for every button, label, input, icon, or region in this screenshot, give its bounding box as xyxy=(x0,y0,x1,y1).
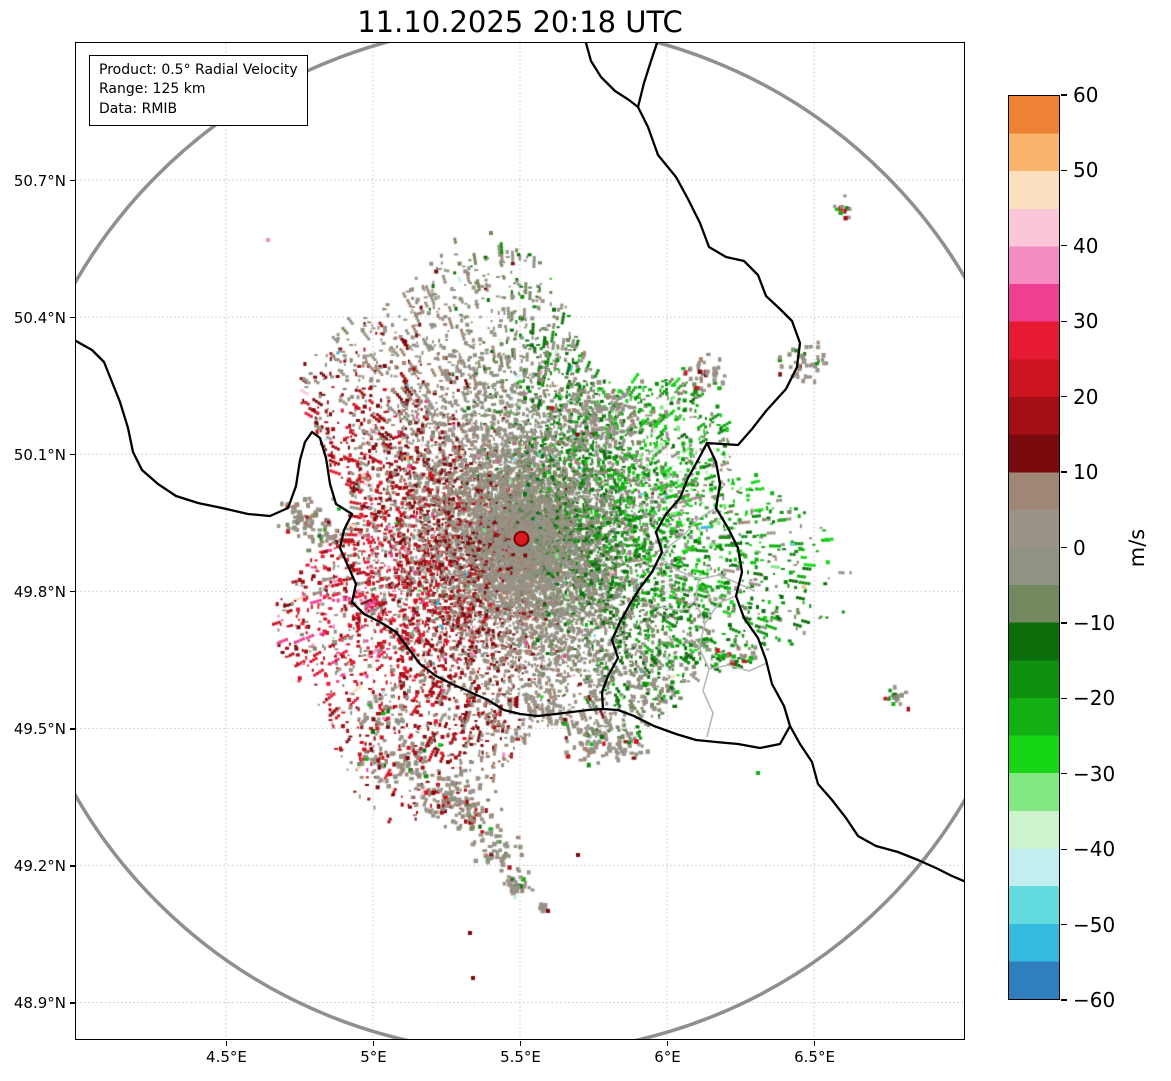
x-tick-mark xyxy=(813,1041,816,1046)
country-border xyxy=(601,441,792,750)
colorbar-tick-mark xyxy=(1061,999,1067,1001)
colorbar-tick-label: 60 xyxy=(1073,83,1099,107)
x-tick-mark xyxy=(225,1041,228,1046)
country-border xyxy=(584,43,640,109)
y-tick-label: 49.2°N xyxy=(13,856,66,875)
y-tick-mark xyxy=(70,179,75,182)
colorbar-tick-mark xyxy=(1061,697,1067,699)
region-border xyxy=(694,578,714,738)
colorbar-tick-label: 0 xyxy=(1073,535,1086,560)
colorbar-tick-label: 30 xyxy=(1073,309,1099,334)
y-tick-mark xyxy=(70,454,75,456)
colorbar-tick-label: −40 xyxy=(1073,837,1116,862)
x-tick-label: 5°E xyxy=(360,1048,387,1066)
colorbar-tick-label: 10 xyxy=(1073,460,1099,485)
country-border xyxy=(600,441,709,711)
x-tick-mark xyxy=(372,1041,375,1046)
x-tick-label: 6°E xyxy=(654,1048,681,1066)
region-border xyxy=(704,595,737,624)
y-tick-label: 49.5°N xyxy=(13,719,66,738)
colorbar-tick-label: 40 xyxy=(1073,233,1099,258)
country-border xyxy=(76,339,605,718)
colorbar-gradient xyxy=(1009,96,1059,999)
colorbar-tick-mark xyxy=(1061,320,1067,322)
x-tick-mark xyxy=(666,1041,669,1046)
x-tick-label: 4.5°E xyxy=(206,1048,247,1066)
y-tick-mark xyxy=(70,1002,75,1004)
colorbar-tick-label: −20 xyxy=(1073,686,1116,711)
colorbar-tick-label: −30 xyxy=(1073,761,1116,786)
range-line: Range: 125 km xyxy=(99,81,206,98)
region-border xyxy=(708,662,768,672)
y-tick-label: 48.9°N xyxy=(13,993,66,1012)
colorbar-tick-mark xyxy=(1061,546,1067,549)
data-source-line: Data: RMIB xyxy=(99,100,178,117)
colorbar xyxy=(1008,95,1060,1000)
region-border xyxy=(660,507,717,560)
map-borders-layer xyxy=(76,43,964,883)
y-tick-mark xyxy=(70,591,75,593)
colorbar-tick-mark xyxy=(1061,773,1067,775)
y-tick-mark xyxy=(70,728,75,730)
product-line: Product: 0.5° Radial Velocity xyxy=(99,62,298,78)
y-tick-label: 50.4°N xyxy=(13,308,66,327)
y-tick-mark xyxy=(70,317,75,319)
y-tick-label: 50.7°N xyxy=(13,171,66,190)
radar-site-marker xyxy=(513,530,530,547)
product-info-box: Product: 0.5° Radial Velocity Range: 125… xyxy=(89,55,308,126)
colorbar-tick-mark xyxy=(1061,923,1067,926)
colorbar-tick-label: −50 xyxy=(1073,912,1116,937)
map-plot: Product: 0.5° Radial Velocity Range: 125… xyxy=(75,42,965,1040)
x-tick-label: 6.5°E xyxy=(794,1048,835,1066)
country-border xyxy=(636,43,802,447)
y-tick-mark xyxy=(70,865,75,867)
colorbar-tick-mark xyxy=(1061,622,1067,624)
colorbar-tick-label: 20 xyxy=(1073,384,1099,409)
colorbar-tick-mark xyxy=(1061,396,1067,398)
colorbar-unit-label: m/s xyxy=(1125,528,1149,568)
colorbar-tick-mark xyxy=(1061,169,1067,172)
colorbar-tick-mark xyxy=(1061,471,1067,473)
colorbar-tick-label: 50 xyxy=(1073,158,1099,183)
x-tick-label: 5.5°E xyxy=(500,1048,541,1066)
chart-title: 11.10.2025 20:18 UTC xyxy=(357,5,683,39)
colorbar-tick-mark xyxy=(1061,848,1067,850)
colorbar-tick-label: −10 xyxy=(1073,610,1116,635)
colorbar-tick-label: −60 xyxy=(1073,988,1116,1012)
y-tick-label: 50.1°N xyxy=(13,445,66,464)
colorbar-tick-mark xyxy=(1061,245,1067,247)
colorbar-tick-mark xyxy=(1061,94,1067,96)
region-border xyxy=(638,600,696,612)
country-border xyxy=(788,724,964,883)
y-tick-label: 49.8°N xyxy=(13,582,66,601)
x-tick-mark xyxy=(519,1041,522,1046)
